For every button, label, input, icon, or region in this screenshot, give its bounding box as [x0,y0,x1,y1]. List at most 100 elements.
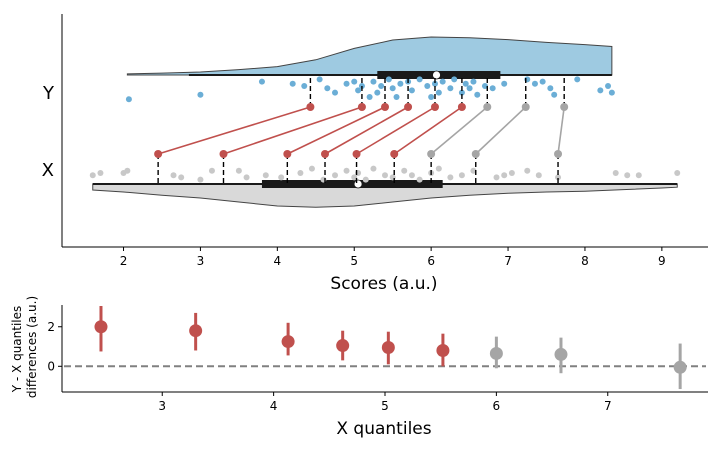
x-data-point [458,172,465,179]
decile-link [475,106,527,155]
x-data-point [501,172,508,179]
y-data-point [316,76,323,83]
x-median [353,179,363,189]
decile-link [393,106,463,155]
y-data-point [125,96,132,103]
difference-point [94,320,108,334]
y-data-point [374,89,381,96]
y-data-point [574,76,581,83]
y-data-point [474,91,481,98]
y-data-point [539,78,546,85]
x-decile-point [283,150,292,158]
y-data-point [258,78,265,85]
top-x-tick-label: 5 [350,254,358,268]
x-data-point [235,167,242,174]
bottom-x-axis-label: X quantiles [336,419,431,439]
points-layer [89,76,681,183]
y-data-point [597,87,604,94]
y-data-point [408,87,415,94]
x-data-point [624,172,631,179]
top-x-tick-label: 3 [197,254,205,268]
y-data-point [324,85,331,92]
y-data-point [605,83,612,89]
decile-link [157,106,311,155]
top-x-ticks: 2 3 4 5 6 7 8 9 [120,247,666,268]
bottom-y-tick-label: 0 [47,359,55,373]
bottom-x-tick-label: 3 [158,399,166,413]
top-x-tick-label: 8 [581,254,589,268]
y-data-point [451,76,458,83]
decile-link [286,106,386,155]
y-decile-point [404,103,413,111]
x-data-point [197,176,204,183]
x-box [261,180,443,188]
decile-link [223,106,363,155]
x-data-point [524,167,531,174]
top-x-tick-label: 4 [274,254,282,268]
x-data-point [351,174,358,181]
x-decile-point [321,150,330,158]
x-decile-point [427,150,436,158]
violin-x [92,183,678,208]
x-data-point [124,167,131,174]
y-data-point [431,80,438,87]
y-data-point [366,94,373,100]
bottom-x-tick-label: 4 [270,399,278,413]
difference-point [336,339,350,353]
x-data-point [435,165,442,172]
x-data-point [555,174,562,181]
difference-point [281,335,295,349]
x-data-point [408,172,415,179]
y-data-point [435,89,442,96]
x-data-point [493,174,500,181]
bottom-x-tick-label: 5 [381,399,389,413]
y-data-point [332,89,339,96]
y-data-point [416,76,423,83]
y-data-point [389,85,396,92]
y-decile-point [457,103,466,111]
bottom-x-ticks: 3 4 5 6 7 [158,392,612,413]
top-x-tick-label: 9 [658,254,666,268]
bottom-y-axis-label-line2: differences (a.u.) [25,296,39,398]
y-data-point [531,80,538,87]
x-data-point [343,167,350,174]
bottom-y-ticks: 02 [47,320,62,373]
x-data-point [508,170,515,176]
x-data-point [89,172,96,179]
x-data-point [332,172,339,179]
y-data-point [397,80,404,87]
bottom-y-axis-label-line1: Y - X quantiles [10,306,24,394]
top-x-axis-label: Scores (a.u.) [330,274,437,294]
x-data-point [208,167,215,174]
y-decile-point [306,103,315,111]
y-data-point [343,80,350,87]
difference-point [554,347,568,361]
x-decile-point [390,150,399,158]
y-data-point [370,78,377,85]
y-data-point [462,80,469,87]
y-data-point [547,85,554,92]
shift-plot-panel: 2 3 4 5 6 7 8 9 Y X Scores (a.u.) [42,14,708,294]
x-decile-point [219,150,228,158]
decile-link [430,106,488,155]
y-data-point [301,83,308,89]
x-data-point [362,176,369,183]
violin-y [126,36,613,76]
y-data-point [466,85,473,92]
y-data-point [424,83,431,89]
y-decile-point [483,103,492,111]
y-category-label-x: X [42,160,54,181]
x-data-point [535,172,542,179]
decile-link [324,106,409,155]
y-data-point [458,89,465,96]
y-decile-point [357,103,366,111]
y-data-point [385,76,392,83]
y-data-point [489,85,496,92]
x-data-point [178,174,185,181]
x-data-point [297,170,304,176]
y-data-point [428,94,435,100]
bottom-x-tick-label: 6 [493,399,501,413]
x-data-point [278,174,285,181]
y-data-point [447,85,454,92]
